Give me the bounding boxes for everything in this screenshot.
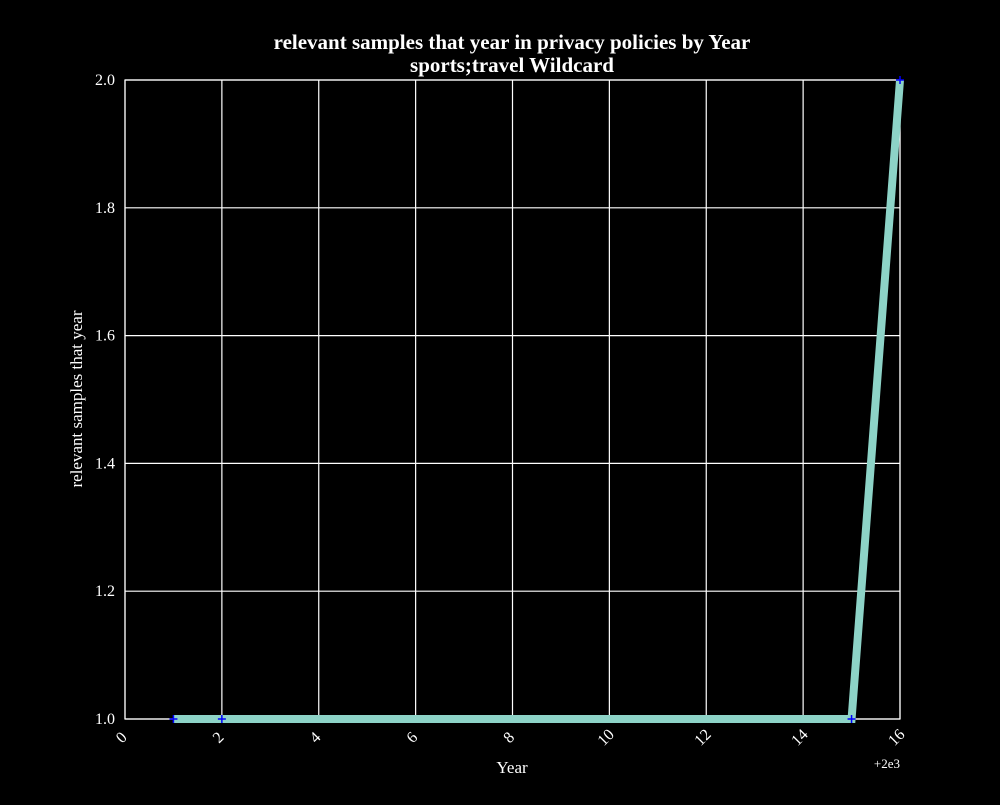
y-tick-labels: 1.0 1.2 1.4 1.6 1.8 2.0 [95,72,115,728]
y-tick-label: 1.2 [95,583,115,600]
y-tick-label: 1.8 [95,200,115,217]
chart-title: relevant samples that year in privacy po… [274,30,751,54]
y-tick-label: 1.4 [95,455,115,472]
data-point [896,76,904,84]
x-offset-label: +2e3 [874,756,900,771]
data-point [169,715,178,723]
data-point [217,715,226,723]
y-axis-label: relevant samples that year [67,310,86,487]
y-tick-label: 2.0 [95,72,115,89]
chart-subtitle: sports;travel Wildcard [410,53,614,77]
data-point [847,715,856,723]
plot-area [169,76,904,723]
series-line [173,79,904,723]
x-axis-label: Year [496,758,528,777]
grid-lines [124,79,901,720]
y-tick-label: 1.0 [95,711,115,728]
y-tick-label: 1.6 [95,328,115,345]
